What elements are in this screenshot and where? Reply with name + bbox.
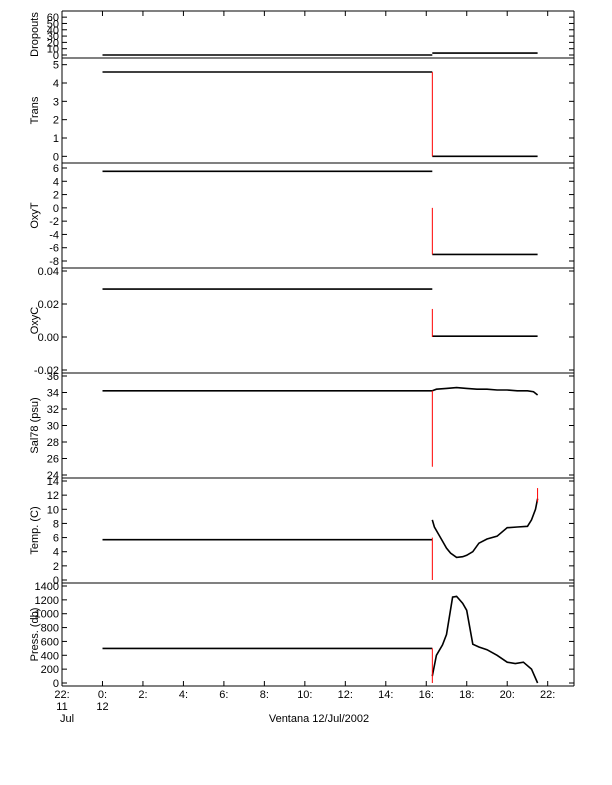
x-tick-label: 2:	[138, 689, 147, 701]
y-tick-label: 1200	[35, 595, 59, 607]
y-tick-label: 20	[47, 37, 59, 49]
x-tick-label: 8:	[260, 689, 269, 701]
y-tick-label: 40	[47, 25, 59, 37]
x-tick-label: 6:	[219, 689, 228, 701]
y-tick-label: 6	[53, 533, 59, 545]
y-tick-label: 1000	[35, 609, 59, 621]
y-tick-label: 2	[53, 115, 59, 127]
panels-group: 0102030405060Dropouts012345Trans-8-6-4-2…	[29, 10, 575, 690]
y-tick-label: 0	[53, 50, 59, 62]
x-tick-label: 18:	[459, 689, 474, 701]
y-tick-label: 36	[47, 371, 59, 383]
y-tick-label: 10	[47, 44, 59, 56]
y-tick-label: 30	[47, 31, 59, 43]
x-tick-label: 14:	[378, 689, 393, 701]
y-tick-label: 1	[53, 133, 59, 145]
y-tick-label: 30	[47, 421, 59, 433]
y-tick-label: 0.04	[38, 266, 59, 278]
y-axis-label: Sal78 (psu)	[29, 397, 41, 453]
panel-oxyt: -8-6 -4-202 46 OxyT	[29, 162, 574, 268]
y-axis-label: Temp. (C)	[29, 506, 41, 554]
y-tick-label: -6	[49, 243, 59, 255]
y-tick-label: 3	[53, 96, 59, 108]
x-tick-label: 12:	[338, 689, 353, 701]
y-tick-label: 10	[47, 504, 59, 516]
y-tick-label: 24	[47, 470, 59, 482]
y-tick-label: 4	[53, 176, 59, 188]
x-tick-date: 11	[56, 701, 67, 713]
x-tick-label: 4:	[179, 689, 188, 701]
y-tick-label: -2	[49, 216, 59, 228]
panel-sal78-psu-: 24 26 28 30 32 34 36 Sal78 (psu)	[29, 371, 574, 482]
y-tick-label: 1400	[35, 581, 59, 593]
y-tick-label: 26	[47, 454, 59, 466]
x-tick-label: 20:	[500, 689, 515, 701]
x-tick-label: 16:	[419, 689, 434, 701]
y-tick-label: -0.02	[34, 365, 59, 377]
x-tick-label: 22:	[54, 689, 69, 701]
y-tick-label: 600	[41, 636, 59, 648]
y-tick-label: 5	[53, 60, 59, 72]
y-tick-label: 400	[41, 650, 59, 662]
x-tick-month: Jul	[60, 713, 74, 725]
y-tick-label: 2	[53, 561, 59, 573]
y-tick-label: 0.02	[38, 299, 59, 311]
series-line	[431, 498, 539, 559]
x-tick-label: 0:	[98, 689, 107, 701]
y-tick-label: 6	[53, 163, 59, 175]
series-line	[432, 386, 539, 396]
y-tick-label: 32	[47, 404, 59, 416]
y-tick-label: 0	[53, 203, 59, 215]
y-axis-label: Press. (db)	[29, 608, 41, 662]
y-tick-label: 0	[53, 575, 59, 587]
y-tick-label: -8	[49, 256, 59, 268]
y-tick-label: 4	[53, 78, 59, 90]
y-tick-label: 8	[53, 518, 59, 530]
y-tick-label: 200	[41, 664, 59, 676]
y-tick-label: 0	[53, 151, 59, 163]
panel-oxyc: -0.02 0.00 0.02 0.04 OxyC	[29, 266, 574, 377]
y-axis-label: Dropouts	[29, 12, 41, 57]
y-tick-label: 12	[47, 490, 59, 502]
y-axis-label: OxyT	[29, 202, 41, 229]
y-tick-label: 2	[53, 190, 59, 202]
y-tick-label: 800	[41, 623, 59, 635]
y-axis-label: Trans	[29, 96, 41, 124]
y-axis-label: OxyC	[29, 307, 41, 335]
x-tick-date: 12	[96, 701, 108, 713]
series-line	[431, 595, 539, 684]
y-tick-label: 60	[47, 12, 59, 24]
panel-temp-c-: 0 2 4 6 8 10 12 14 Temp. (C)	[29, 476, 574, 587]
x-tick-label: 22:	[540, 689, 555, 701]
y-tick-label: 0	[53, 678, 59, 690]
y-tick-label: 50	[47, 18, 59, 30]
panel-trans: 0 1 2 3 4 5 Trans	[29, 57, 574, 163]
y-tick-label: 34	[47, 388, 59, 400]
y-tick-label: 28	[47, 437, 59, 449]
y-tick-label: -4	[49, 229, 59, 241]
x-tick-label: 10:	[297, 689, 312, 701]
y-tick-label: 0.00	[38, 332, 59, 344]
y-tick-label: 14	[47, 476, 59, 488]
x-axis-label: Ventana 12/Jul/2002	[269, 713, 369, 725]
y-tick-label: 4	[53, 547, 59, 559]
